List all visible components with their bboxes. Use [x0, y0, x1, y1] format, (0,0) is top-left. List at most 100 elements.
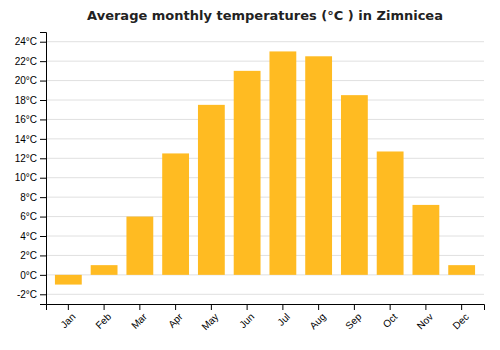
grid-line: [46, 158, 484, 159]
x-tick-label: Nov: [415, 311, 435, 331]
x-tick-mark: [175, 304, 176, 310]
x-tick-label: Apr: [166, 311, 185, 330]
x-tick: Jan: [58, 304, 77, 330]
y-tick-mark: [40, 100, 46, 101]
grid-line: [46, 80, 484, 81]
x-tick-label: Dec: [450, 311, 470, 331]
y-tick: 4°C: [20, 231, 46, 242]
y-axis-line: [40, 33, 47, 305]
y-tick: 20°C: [15, 75, 46, 86]
grid-line: [46, 177, 484, 178]
y-tick-label: 2°C: [20, 250, 37, 261]
x-tick-label: Oct: [381, 311, 400, 330]
y-tick-label: 4°C: [20, 231, 37, 242]
grid-line: [46, 61, 484, 62]
y-tick: 12°C: [15, 153, 46, 164]
y-tick: -2°C: [17, 289, 46, 300]
bar: [305, 56, 332, 275]
x-tick-mark: [425, 304, 426, 310]
grid-line: [46, 197, 484, 198]
y-tick-mark: [40, 61, 46, 62]
grid-line: [46, 119, 484, 120]
x-tick-mark: [354, 304, 355, 310]
y-tick-label: 0°C: [20, 270, 37, 281]
y-tick: 14°C: [15, 134, 46, 145]
y-tick: 8°C: [20, 192, 46, 203]
bar: [448, 265, 475, 275]
grid: [46, 42, 484, 295]
grid-line: [46, 41, 484, 42]
x-tick-mark: [318, 304, 319, 310]
y-tick-label: 8°C: [20, 192, 37, 203]
y-axis: -2°C 0°C 2°C 4°C 6°C 8°C 10°C 12°C 14°C 16°C 18°C 2…: [15, 33, 47, 305]
grid-line: [46, 138, 484, 139]
y-tick-label: 10°C: [15, 172, 37, 183]
x-tick: May: [199, 304, 220, 332]
y-tick-mark: [40, 255, 46, 256]
x-tick-label: May: [199, 311, 220, 332]
y-tick-label: -2°C: [17, 289, 37, 300]
x-tick-mark: [139, 304, 140, 310]
y-tick-label: 6°C: [20, 211, 37, 222]
y-tick-mark: [40, 158, 46, 159]
y-tick: 18°C: [15, 95, 46, 106]
grid-line: [46, 100, 484, 101]
bar: [198, 105, 225, 275]
x-axis-line: [47, 305, 485, 311]
x-tick: Jul: [275, 304, 292, 328]
y-tick-mark: [40, 217, 46, 218]
x-tick-mark: [68, 304, 69, 310]
y-tick-mark: [40, 197, 46, 198]
y-tick: 24°C: [15, 36, 46, 47]
x-tick: Apr: [166, 304, 185, 330]
y-tick: 16°C: [15, 114, 46, 125]
x-tick: Nov: [415, 304, 435, 331]
bar: [162, 153, 189, 274]
title: Average monthly temperatures (°C ) in Zi…: [87, 8, 443, 23]
bar: [341, 95, 368, 275]
bar: [377, 151, 404, 274]
x-tick-mark: [211, 304, 212, 310]
y-tick-mark: [40, 119, 46, 120]
x-axis: JanFebMarAprMayJunJulAugSepOctNovDec: [47, 304, 485, 332]
bar: [234, 71, 261, 275]
x-tick: Oct: [381, 304, 400, 330]
bars: [55, 51, 475, 284]
x-tick-label: Jun: [237, 311, 256, 330]
x-tick: Dec: [450, 304, 470, 331]
x-tick: Sep: [343, 304, 364, 331]
x-tick-mark: [247, 304, 248, 310]
bar: [126, 217, 153, 275]
y-tick-mark: [40, 42, 46, 43]
y-tick-mark: [40, 275, 46, 276]
x-tick: Mar: [129, 304, 149, 331]
x-tick-mark: [282, 304, 283, 310]
x-tick-mark: [104, 304, 105, 310]
x-tick-label: Jan: [58, 311, 77, 330]
x-tick-label: Sep: [343, 311, 364, 332]
bar: [91, 265, 118, 275]
y-tick-mark: [40, 236, 46, 237]
plot: -2°C 0°C 2°C 4°C 6°C 8°C 10°C 12°C 14°C 16°C 18°C 2…: [15, 33, 485, 333]
y-tick: 0°C: [20, 270, 46, 281]
bar: [269, 51, 296, 274]
x-tick-mark: [390, 304, 391, 310]
x-tick: Feb: [93, 304, 113, 331]
x-tick-label: Mar: [129, 311, 149, 331]
y-tick-label: 12°C: [15, 153, 37, 164]
y-tick: 10°C: [15, 172, 46, 183]
grid-line: [46, 294, 484, 295]
y-tick-mark: [40, 178, 46, 179]
y-tick-mark: [40, 294, 46, 295]
y-tick: 6°C: [20, 211, 46, 222]
bar: [412, 205, 439, 275]
y-tick-label: 14°C: [15, 134, 37, 145]
y-tick-mark: [40, 139, 46, 140]
y-tick-mark: [40, 81, 46, 82]
y-tick-label: 24°C: [15, 36, 37, 47]
x-tick-mark: [461, 304, 462, 310]
x-tick: Jun: [237, 304, 256, 330]
y-tick-label: 16°C: [15, 114, 37, 125]
chart: -2°C 0°C 2°C 4°C 6°C 8°C 10°C 12°C 14°C 16°C 18°C 2…: [0, 0, 500, 350]
y-tick: 2°C: [20, 250, 46, 261]
